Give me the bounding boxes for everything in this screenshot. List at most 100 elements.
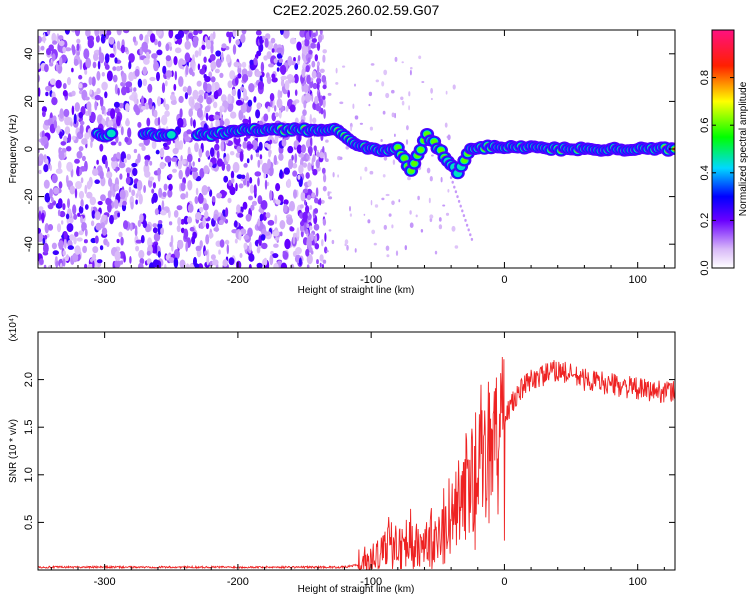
noise-speckle <box>313 223 320 231</box>
noise-speckle <box>322 95 326 100</box>
x-tick-label: -300 <box>94 576 116 588</box>
noise-speckle <box>181 159 186 165</box>
noise-speckle <box>256 262 263 268</box>
noise-speckle <box>53 187 60 195</box>
noise-speckle <box>191 60 195 70</box>
noise-speckle <box>314 234 318 244</box>
noise-speckle <box>235 182 238 192</box>
noise-speckle <box>321 239 324 247</box>
noise-speckle <box>304 38 310 47</box>
noise-speckle <box>318 34 323 43</box>
noise-speckle <box>139 33 144 41</box>
noise-speckle <box>132 167 138 177</box>
noise-speckle <box>62 83 67 90</box>
noise-speckle <box>407 176 411 181</box>
noise-speckle <box>106 30 112 36</box>
noise-speckle <box>38 74 41 83</box>
noise-speckle <box>269 254 274 266</box>
noise-speckle <box>316 77 322 85</box>
noise-speckle <box>125 167 132 174</box>
noise-speckle <box>213 101 218 109</box>
noise-speckle <box>180 193 187 200</box>
noise-speckle <box>364 166 368 172</box>
noise-speckle <box>205 222 210 230</box>
noise-speckle <box>59 262 63 268</box>
noise-speckle <box>308 49 313 55</box>
noise-speckle <box>306 236 312 245</box>
noise-speckle <box>230 170 235 179</box>
noise-speckle <box>204 76 211 83</box>
noise-speckle <box>335 82 339 85</box>
noise-speckle <box>83 239 88 244</box>
noise-speckle <box>266 51 272 60</box>
noise-speckle <box>269 139 273 144</box>
noise-speckle <box>124 136 129 143</box>
noise-speckle <box>185 65 189 76</box>
noise-speckle <box>260 234 266 241</box>
noise-speckle <box>38 62 41 70</box>
noise-speckle <box>167 189 173 198</box>
noise-speckle <box>311 38 317 43</box>
colorbar-tick-label: 0.4 <box>699 165 711 180</box>
noise-speckle <box>118 162 126 169</box>
noise-speckle <box>438 217 442 222</box>
noise-speckle <box>143 57 150 65</box>
noise-speckle <box>257 218 261 227</box>
noise-speckle <box>135 239 143 244</box>
noise-speckle <box>195 187 199 196</box>
noise-speckle <box>203 56 207 63</box>
noise-speckle <box>45 158 49 166</box>
noise-speckle <box>78 190 85 200</box>
noise-speckle <box>260 200 268 210</box>
noise-speckle <box>235 260 242 268</box>
noise-speckle <box>344 239 349 245</box>
noise-speckle <box>58 35 64 40</box>
noise-speckle <box>190 117 193 127</box>
noise-speckle <box>113 199 119 210</box>
noise-speckle <box>121 86 127 96</box>
noise-speckle <box>311 60 316 68</box>
noise-speckle <box>211 82 216 93</box>
noise-speckle <box>161 200 165 211</box>
noise-speckle <box>123 254 126 263</box>
noise-speckle <box>49 62 54 67</box>
noise-speckle <box>232 161 240 173</box>
noise-speckle <box>406 125 409 131</box>
noise-speckle <box>137 78 143 88</box>
noise-speckle <box>398 199 401 203</box>
noise-speckle <box>58 150 65 161</box>
noise-speckle <box>328 229 332 232</box>
noise-speckle <box>149 103 153 110</box>
noise-speckle <box>62 90 68 97</box>
noise-speckle <box>120 126 124 136</box>
noise-speckle <box>137 262 144 268</box>
noise-speckle <box>228 257 235 266</box>
noise-speckle <box>153 61 159 72</box>
noise-speckle <box>157 250 161 258</box>
noise-speckle <box>218 249 221 255</box>
noise-speckle <box>158 220 163 225</box>
noise-speckle <box>242 74 249 83</box>
noise-speckle <box>74 102 81 112</box>
noise-speckle <box>131 189 136 197</box>
noise-speckle <box>134 68 140 77</box>
noise-speckle <box>80 215 83 224</box>
noise-speckle <box>305 65 310 73</box>
noise-speckle <box>151 140 157 150</box>
noise-speckle <box>187 153 193 163</box>
noise-speckle <box>128 71 135 82</box>
noise-speckle <box>44 223 49 234</box>
noise-speckle <box>186 216 193 224</box>
noise-speckle <box>271 73 276 79</box>
noise-speckle <box>97 60 101 70</box>
noise-speckle <box>99 245 104 251</box>
noise-speckle <box>147 237 153 248</box>
noise-speckle <box>195 212 202 221</box>
noise-speckle <box>315 159 320 169</box>
noise-speckle <box>170 157 178 162</box>
noise-speckle <box>247 71 253 78</box>
noise-speckle <box>314 54 318 62</box>
noise-speckle <box>243 137 248 142</box>
noise-speckle <box>146 117 151 127</box>
noise-speckle <box>322 185 327 192</box>
